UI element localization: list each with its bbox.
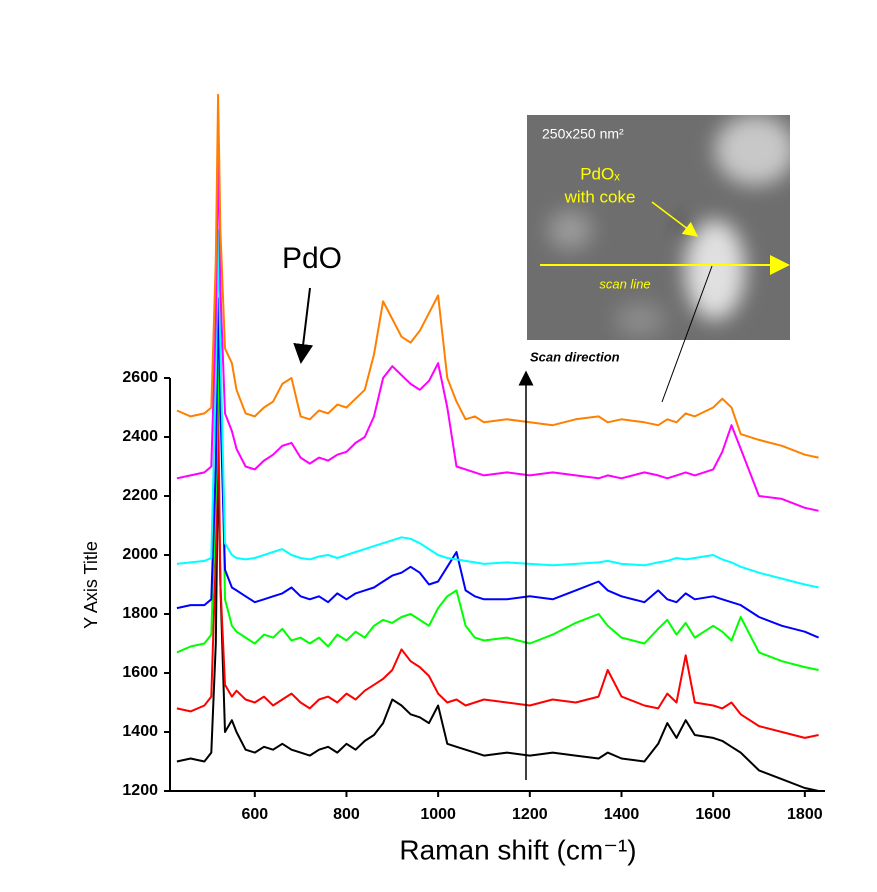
y-tick-label: 2000: [122, 546, 158, 563]
y-tick-label: 1800: [122, 605, 158, 622]
peak-label: PdO: [282, 242, 342, 275]
inset-label: PdOₓ: [580, 164, 620, 183]
plot-area: [176, 93, 819, 792]
series-line: [176, 341, 819, 671]
x-tick-label: 1600: [695, 806, 731, 823]
scan-direction-label: Scan direction: [530, 349, 620, 364]
y-tick-label: 1200: [122, 782, 158, 799]
y-tick-label: 1600: [122, 664, 158, 681]
x-tick-label: 800: [333, 806, 360, 823]
y-tick-label: 2600: [122, 369, 158, 386]
series-line: [176, 453, 819, 792]
peak-arrow: [293, 287, 314, 364]
inset-size: 250x250 nm²: [542, 126, 624, 142]
x-tick-label: 1200: [512, 806, 548, 823]
y-tick-label: 1400: [122, 723, 158, 740]
x-tick-label: 1800: [787, 806, 823, 823]
inset-label: with coke: [564, 187, 636, 206]
series-line: [176, 93, 819, 459]
series-line: [176, 141, 819, 512]
y-tick-label: 2200: [122, 487, 158, 504]
series-line: [176, 397, 819, 739]
x-tick-label: 1400: [604, 806, 640, 823]
x-tick-label: 1000: [420, 806, 456, 823]
series-line: [176, 297, 819, 639]
scan-line-label: scan line: [599, 276, 650, 291]
x-tick-label: 600: [241, 806, 268, 823]
y-axis-title: Y Axis Title: [81, 541, 101, 629]
inset-image: [527, 115, 790, 403]
series-line: [176, 229, 819, 589]
y-tick-label: 2400: [122, 428, 158, 445]
x-axis-title: Raman shift (cm⁻¹): [399, 834, 636, 865]
